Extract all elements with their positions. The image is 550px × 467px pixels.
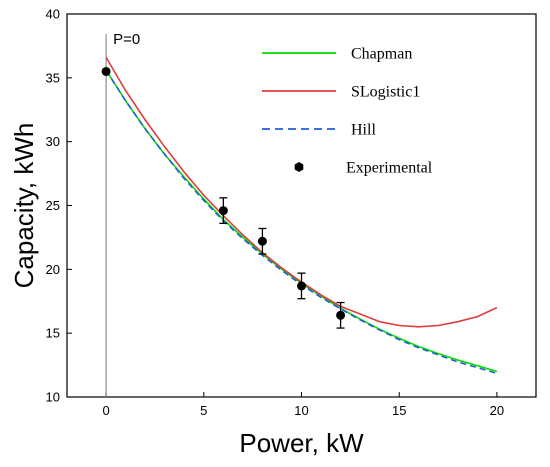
y-axis-title: Capacity, kWh <box>9 123 39 289</box>
experimental-points <box>101 66 346 329</box>
y-tick-label: 30 <box>46 134 60 149</box>
legend-hill-label: Hill <box>351 122 376 139</box>
x-tick-label: 10 <box>294 403 308 418</box>
legend-slogistic1-label: SLogistic1 <box>351 84 420 101</box>
x-tick-label: 5 <box>200 403 207 418</box>
p0-annotation: P=0 <box>113 31 140 48</box>
experimental-point <box>218 206 228 216</box>
legend-chapman-label: Chapman <box>351 46 412 63</box>
x-tick-label: 0 <box>102 403 109 418</box>
y-tick-label: 40 <box>46 7 60 22</box>
y-tick-label: 15 <box>46 326 60 341</box>
series-layer <box>105 56 498 375</box>
y-tick-label: 10 <box>46 390 60 405</box>
legend-experimental-marker <box>294 162 304 172</box>
series-chapman-line <box>105 69 498 373</box>
x-tick-label: 15 <box>392 403 406 418</box>
legend: Chapman SLogistic1 Hill Experimental <box>262 46 433 177</box>
y-tick-label: 35 <box>46 70 60 85</box>
x-axis-title: Power, kW <box>239 428 364 458</box>
experimental-point <box>257 236 267 246</box>
experimental-point <box>101 66 111 76</box>
x-tick-label: 20 <box>490 403 504 418</box>
experimental-point <box>297 281 306 291</box>
y-tick-label: 20 <box>46 262 60 277</box>
legend-experimental-label: Experimental <box>346 160 433 177</box>
axis-ticks: 0 5 10 15 20 10 15 20 25 30 35 40 <box>46 7 505 419</box>
series-hill-line <box>105 69 498 375</box>
plot-frame <box>66 13 537 398</box>
experimental-point <box>336 310 346 320</box>
y-tick-label: 25 <box>46 198 60 213</box>
